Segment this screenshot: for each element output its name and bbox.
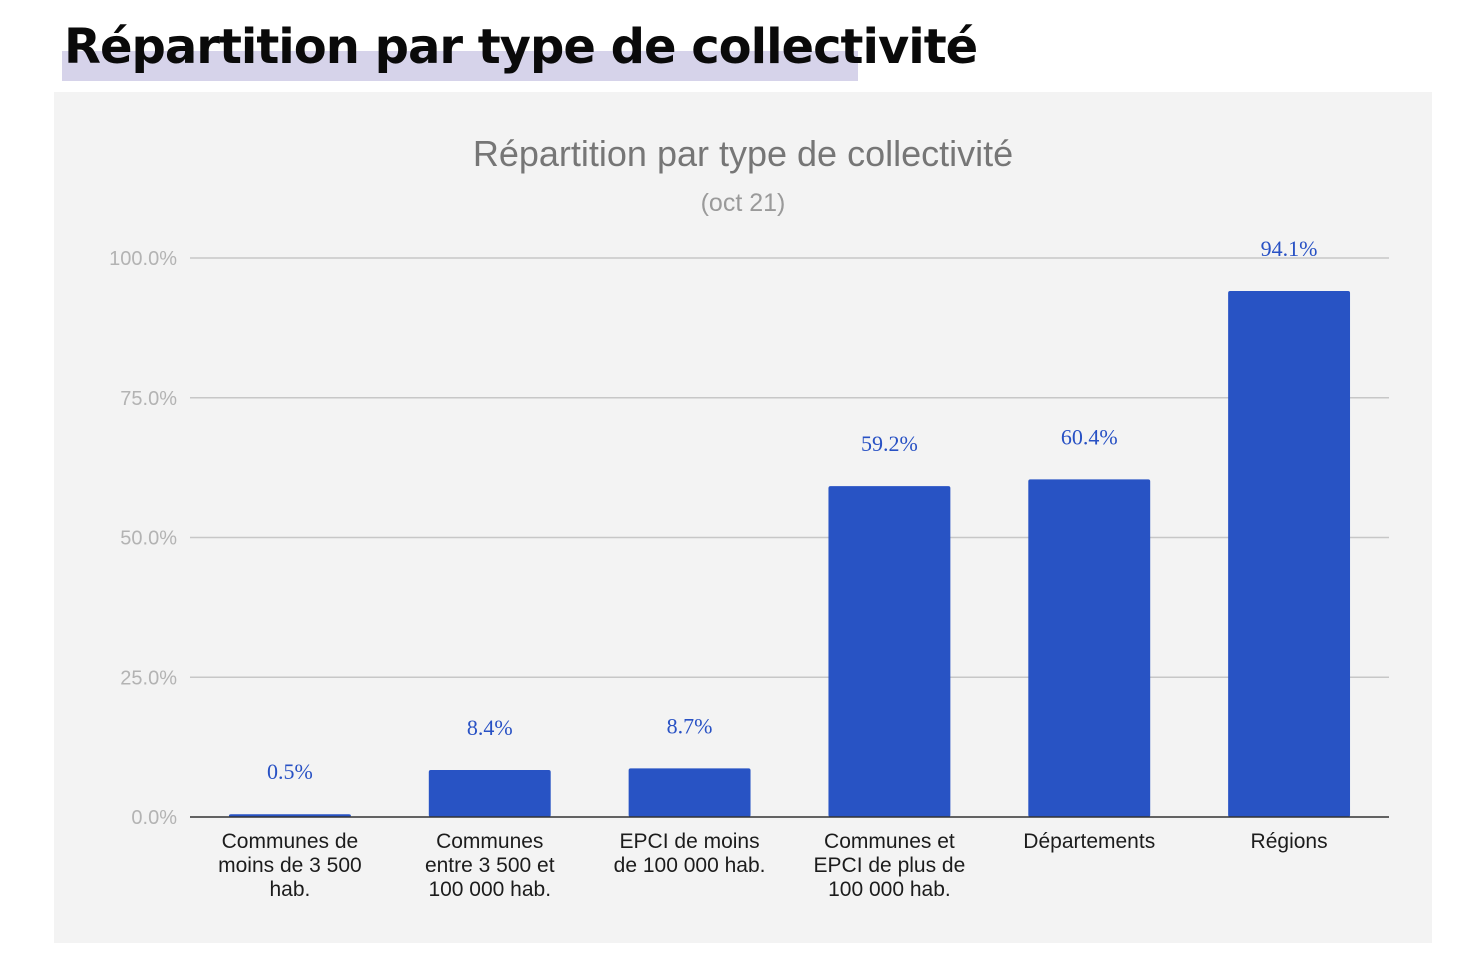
x-tick-line: entre 3 500 et [425, 854, 555, 877]
y-tick-label: 75.0% [120, 388, 177, 410]
bar-chart: Répartition par type de collectivité (oc… [109, 133, 1389, 901]
x-tick-line: EPCI de moins [620, 830, 760, 853]
x-tick-label: EPCI de moins de 100 000 hab. [614, 830, 766, 877]
y-tick-label: 50.0% [120, 528, 177, 550]
x-tick-label: Communes entre 3 500 et 100 000 hab. [425, 830, 555, 901]
bar[interactable] [428, 770, 551, 817]
x-tick-line: moins de 3 500 [218, 854, 362, 877]
chart-title: Répartition par type de collectivité [473, 133, 1013, 174]
chart-panel: Répartition par type de collectivité (oc… [54, 92, 1432, 943]
x-tick-line: hab. [269, 878, 310, 901]
y-tick-label: 100.0% [109, 248, 177, 270]
gridlines [190, 257, 1389, 678]
data-label: 8.4% [467, 715, 513, 740]
chart-subtitle: (oct 21) [701, 189, 786, 217]
x-tick-line: Départements [1023, 830, 1155, 853]
data-label: 59.2% [861, 431, 918, 456]
x-tick-line: Régions [1251, 830, 1328, 853]
x-tick-line: Communes de [222, 830, 359, 853]
page-heading: Répartition par type de collectivité [62, 14, 1062, 86]
y-tick-label: 0.0% [131, 807, 177, 829]
x-tick-label: Régions [1251, 830, 1328, 853]
x-tick-line: 100 000 hab. [428, 878, 551, 901]
data-labels: 0.5% 8.4% 8.7% 59.2% 60.4% 94.1% [267, 236, 1317, 784]
y-tick-label: 25.0% [120, 667, 177, 689]
data-label: 8.7% [667, 713, 713, 738]
y-axis-ticks: 0.0% 25.0% 50.0% 75.0% 100.0% [109, 248, 177, 829]
x-tick-line: Communes et [824, 830, 955, 853]
bar[interactable] [628, 768, 751, 817]
data-label: 94.1% [1261, 236, 1318, 261]
bar[interactable] [1228, 290, 1351, 817]
x-tick-label: Communes et EPCI de plus de 100 000 hab. [814, 830, 966, 901]
bars [228, 290, 1351, 817]
x-tick-line: EPCI de plus de [814, 854, 966, 877]
x-axis-ticks: Communes de moins de 3 500 hab. Communes ent… [218, 830, 1328, 901]
x-tick-label: Communes de moins de 3 500 hab. [218, 830, 362, 901]
page-title: Répartition par type de collectivité [64, 19, 978, 75]
heading-highlight [62, 51, 858, 81]
data-label: 0.5% [267, 759, 313, 784]
bar[interactable] [828, 486, 951, 817]
x-tick-line: 100 000 hab. [828, 878, 951, 901]
data-label: 60.4% [1061, 424, 1118, 449]
x-tick-label: Départements [1023, 830, 1155, 853]
x-tick-line: de 100 000 hab. [614, 854, 766, 877]
bar[interactable] [1028, 479, 1151, 817]
x-tick-line: Communes [436, 830, 543, 853]
